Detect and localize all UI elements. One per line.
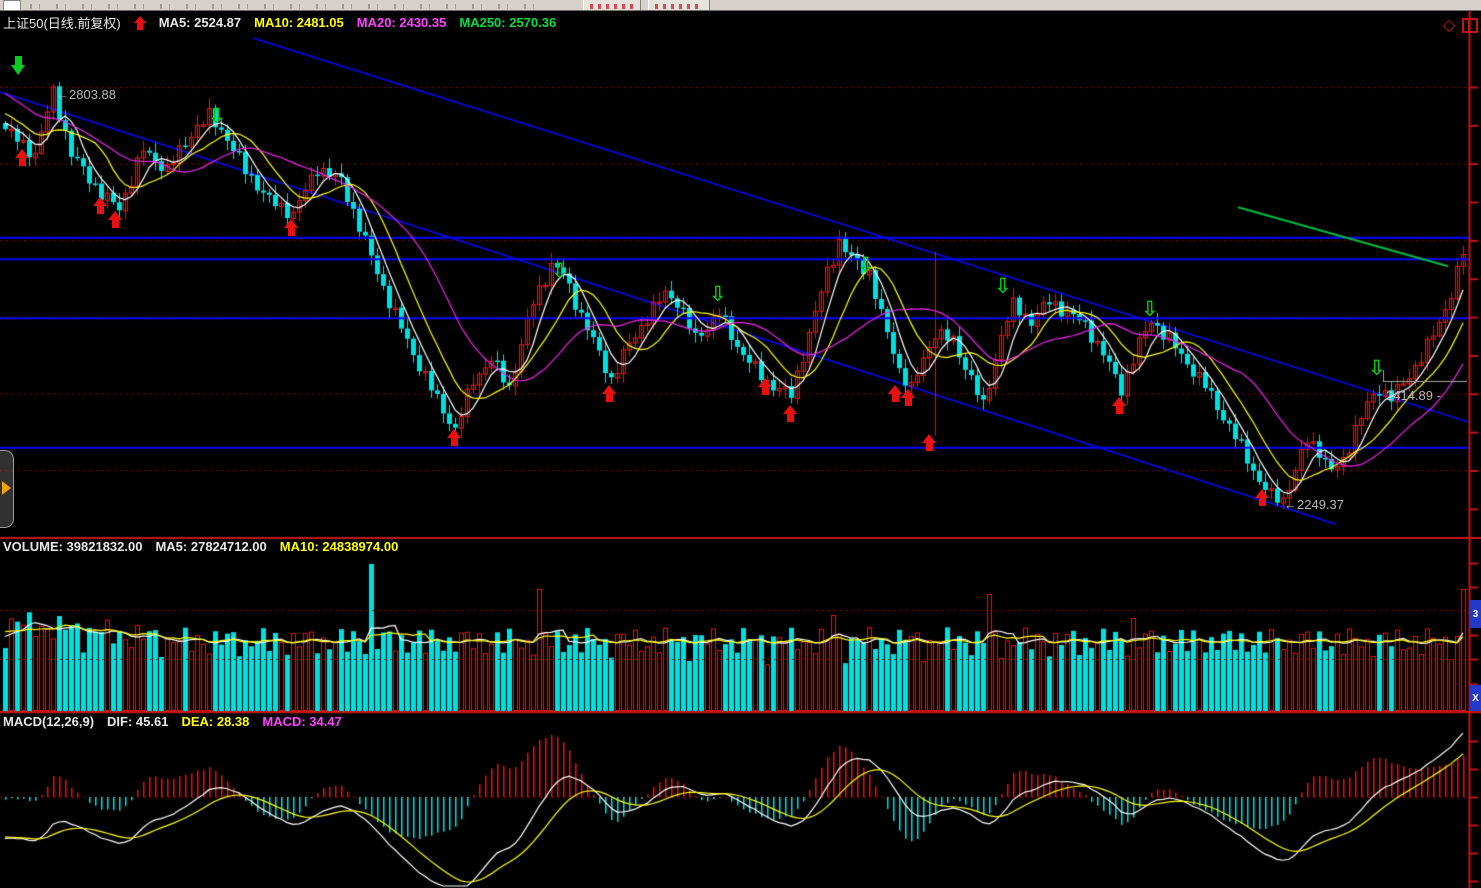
buy-signal-arrow-icon [284, 219, 299, 236]
buy-signal-arrow-icon [758, 378, 773, 395]
ma250-legend: MA250: 2570.36 [459, 15, 557, 30]
macd-legend: MACD(12,26,9) DIF: 45.61 DEA: 28.38 MACD… [3, 714, 342, 729]
buy-signal-arrow-icon [447, 429, 462, 446]
axis-close-badge[interactable]: X [1470, 685, 1481, 711]
symbol-title: 上证50(日线.前复权) [3, 16, 121, 31]
panel-expander[interactable] [0, 450, 14, 528]
up-arrow-icon [133, 15, 146, 30]
sell-signal-arrow-icon: ⇩ [1368, 356, 1386, 380]
buy-signal-arrow-icon [93, 197, 108, 214]
macd-value: MACD: 34.47 [262, 714, 342, 729]
macd-params: MACD(12,26,9) [3, 714, 95, 729]
dea-value: DEA: 28.38 [181, 714, 250, 729]
buy-signal-arrow-icon [602, 385, 617, 402]
volume-ma10-value: MA10: 24838974.00 [279, 539, 399, 554]
menubar-button[interactable] [583, 0, 641, 10]
ma20-legend: MA20: 2430.35 [356, 15, 447, 30]
sell-signal-arrow-icon: ⇩ [1141, 297, 1159, 321]
sell-signal-arrow-icon: ⇩ [709, 282, 727, 306]
buy-signal-arrow-icon [1112, 397, 1127, 414]
marked-price-label: 2414.89 - [1386, 388, 1441, 403]
axis-scroll-badge[interactable]: 3 [1470, 600, 1481, 628]
buy-signal-arrow-icon [888, 385, 903, 402]
top-menubar[interactable] [0, 0, 1481, 11]
buy-signal-arrow-icon [901, 389, 916, 406]
menubar-icon[interactable] [3, 0, 21, 11]
menubar-items-clipped [30, 4, 550, 9]
dif-value: DIF: 45.61 [107, 714, 169, 729]
buy-signal-arrow-icon [108, 211, 123, 228]
sell-signal-arrow-icon: ⇩ [551, 259, 569, 283]
high-price-label: ←2803.88 [56, 87, 116, 102]
menubar-button[interactable] [648, 0, 710, 10]
diamond-icon[interactable]: ◇ [1443, 15, 1456, 34]
buy-signal-arrow-icon [1255, 489, 1270, 506]
volume-legend: VOLUME: 39821832.00 MA5: 27824712.00 MA1… [3, 539, 398, 554]
volume-ma5-value: MA5: 27824712.00 [155, 539, 267, 554]
volume-value: VOLUME: 39821832.00 [3, 539, 143, 554]
buy-signal-arrow-icon [15, 149, 30, 166]
buy-signal-arrow-icon [922, 434, 937, 451]
buy-signal-arrow-icon [783, 405, 798, 422]
restore-window-icon[interactable] [1462, 18, 1478, 33]
low-price-label: ←2249.37 [1284, 497, 1344, 512]
sell-signal-arrow-icon [11, 56, 26, 75]
main-chart-legend: 上证50(日线.前复权) MA5: 2524.87 MA10: 2481.05 … [3, 13, 556, 32]
sell-signal-arrow-icon: ⇩ [857, 253, 875, 277]
ma10-legend: MA10: 2481.05 [254, 15, 344, 30]
sell-signal-arrow-icon: ⇩ [994, 274, 1012, 298]
expand-right-icon [2, 481, 11, 495]
sell-signal-arrow-icon: ⇩ [208, 104, 226, 128]
ma5-legend: MA5: 2524.87 [158, 15, 242, 30]
